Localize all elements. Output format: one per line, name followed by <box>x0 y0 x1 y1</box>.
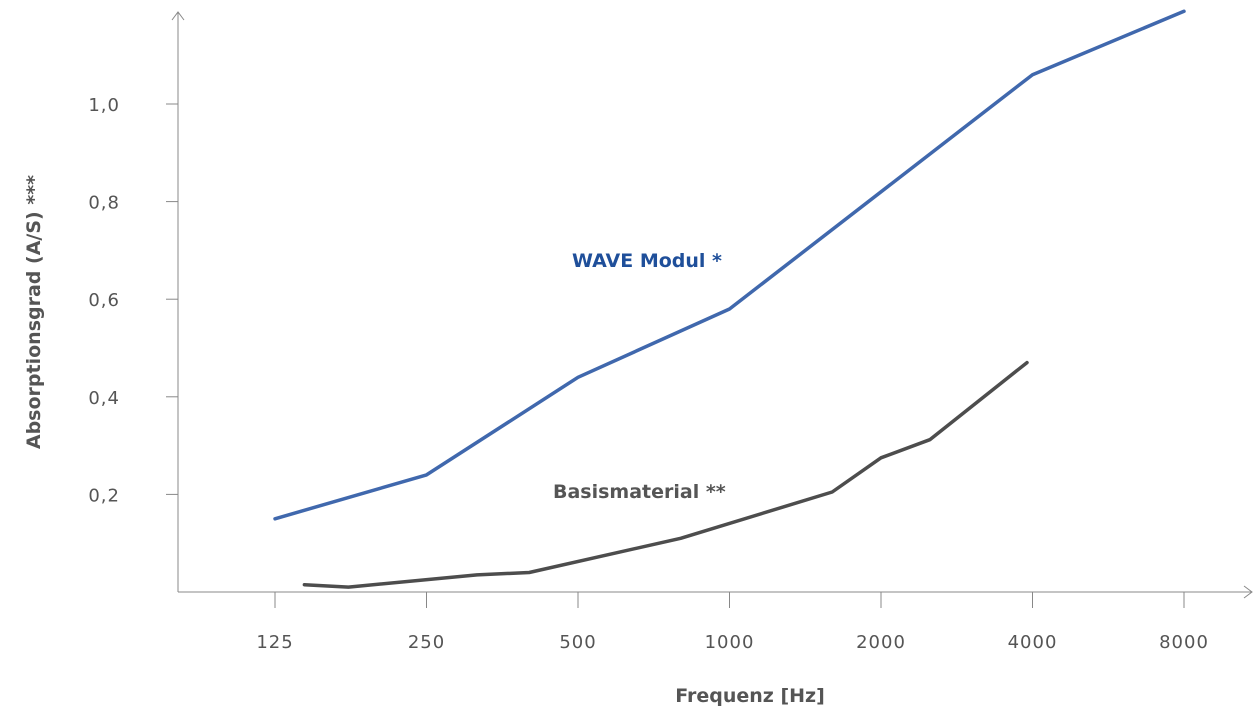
x-tick-label: 2000 <box>856 632 906 653</box>
y-axis-arrow <box>171 11 185 21</box>
x-tick-label: 4000 <box>1008 632 1058 653</box>
axes <box>171 11 1253 599</box>
y-tick-label: 0,2 <box>88 485 120 506</box>
y-tick-label: 0,6 <box>88 290 120 311</box>
x-axis-arrow <box>1243 585 1253 599</box>
series-label-basismaterial: Basismaterial ** <box>553 481 726 503</box>
series-lines <box>273 9 1186 589</box>
x-tick-label: 500 <box>559 632 596 653</box>
series-line-basismaterial <box>302 360 1029 589</box>
y-ticks: 0,2 0,4 0,6 0,8 1,0 <box>88 95 178 506</box>
x-tick-label: 1000 <box>705 632 755 653</box>
x-tick-label: 125 <box>256 632 293 653</box>
x-ticks: 125 250 500 1000 2000 4000 8000 <box>256 592 1209 653</box>
y-axis-title: Absorptionsgrad (A/S) *** <box>23 175 45 449</box>
series-line-wave-modul <box>273 9 1186 521</box>
y-tick-label: 0,8 <box>88 193 120 214</box>
x-tick-label: 250 <box>408 632 445 653</box>
x-tick-label: 8000 <box>1159 632 1209 653</box>
y-tick-label: 1,0 <box>88 95 120 116</box>
y-tick-label: 0,4 <box>88 388 120 409</box>
series-label-wave-modul: WAVE Modul * <box>572 250 722 272</box>
x-axis-title: Frequenz [Hz] <box>675 685 825 707</box>
